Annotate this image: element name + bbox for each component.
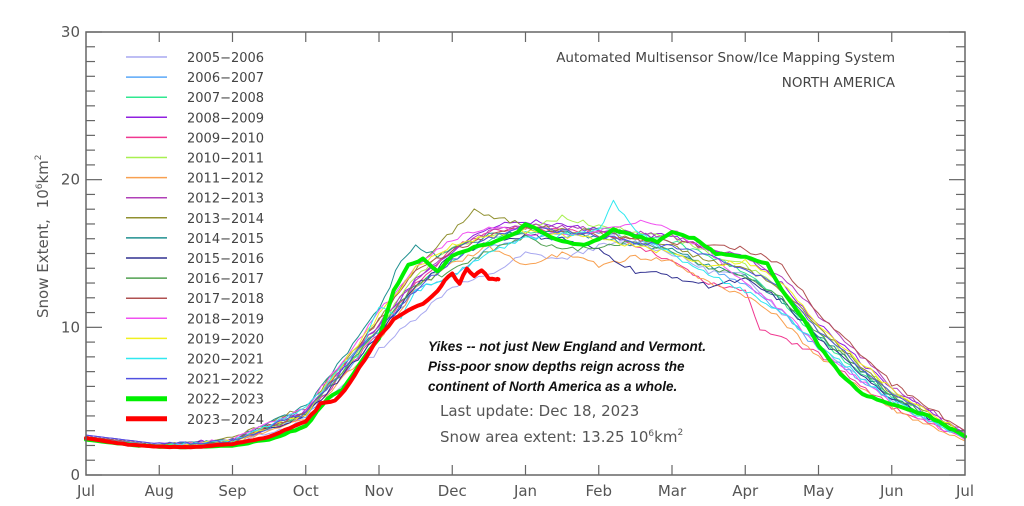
x-tick-label: Jul [76,482,95,500]
x-tick-label: Apr [732,482,759,500]
legend-item: 2018−2019 [126,312,264,327]
x-tick-label: May [803,482,834,500]
annotation-line-1: Yikes -- not just New England and Vermon… [428,339,706,354]
series-line-2017-2018 [85,226,966,446]
legend-label: 2012−2013 [187,192,264,207]
chart-title: Automated Multisensor Snow/Ice Mapping S… [556,50,895,66]
x-tick-label: Dec [438,482,467,500]
legend-label: 2013−2014 [187,212,264,227]
legend-item: 2023−2024 [126,413,264,428]
y-tick-label: 0 [70,466,80,484]
y-tick-label: 30 [61,23,80,41]
legend-label: 2009−2010 [187,131,264,146]
series-layer [84,199,967,450]
x-tick-label: Jan [513,482,537,500]
x-tick-label: Oct [293,482,319,500]
legend-item: 2008−2009 [126,111,264,126]
annotation-line-3: continent of North America as a whole. [428,379,677,394]
x-tick-label: Feb [585,482,612,500]
last-update-text: Last update: Dec 18, 2023 [440,402,639,420]
legend-label: 2010−2011 [187,152,264,167]
x-tick-label: Sep [218,482,246,500]
y-axis-label: Snow Extent, 106km2 [34,154,52,318]
legend-item: 2007−2008 [126,91,264,106]
legend-item: 2011−2012 [126,172,264,187]
legend-item: 2012−2013 [126,192,264,207]
x-tick-label: Nov [364,482,393,500]
legend-label: 2006−2007 [187,71,264,86]
legend-label: 2023−2024 [187,413,264,428]
legend-label: 2005−2006 [187,51,264,66]
legend-item: 2021−2022 [126,373,264,388]
x-tick-label: Jun [879,482,903,500]
y-tick-label: 20 [61,171,80,189]
legend-label: 2017−2018 [187,292,264,307]
snow-area-extent-text: Snow area extent: 13.25 106km2 [440,428,683,446]
legend-label: 2019−2020 [187,332,264,347]
legend-item: 2016−2017 [126,272,264,287]
annotation-line-2: Piss-poor snow depths reign across the [428,359,685,374]
y-tick-labels: 0 10 20 30 [61,23,80,484]
legend-item: 2022−2023 [126,393,264,408]
x-tick-label: Mar [658,482,687,500]
legend-label: 2022−2023 [187,393,264,408]
legend-label: 2020−2021 [187,353,264,368]
series-line-2023-2024 [84,266,501,450]
legend-item: 2020−2021 [126,353,264,368]
legend: 2005−2006 2006−2007 2007−2008 2008−2009 2009… [126,51,264,428]
legend-item: 2006−2007 [126,71,264,86]
x-tick-label: Jul [955,482,974,500]
legend-label: 2008−2009 [187,111,264,126]
legend-item: 2013−2014 [126,212,264,227]
legend-label: 2018−2019 [187,312,264,327]
legend-label: 2007−2008 [187,91,264,106]
legend-label: 2011−2012 [187,172,264,187]
legend-item: 2009−2010 [126,131,264,146]
legend-item: 2017−2018 [126,292,264,307]
legend-label: 2016−2017 [187,272,264,287]
chart-subtitle: NORTH AMERICA [782,75,896,91]
legend-item: 2010−2011 [126,152,264,167]
legend-item: 2015−2016 [126,252,264,267]
legend-item: 2014−2015 [126,232,264,247]
legend-label: 2015−2016 [187,252,264,267]
legend-label: 2021−2022 [187,373,264,388]
legend-label: 2014−2015 [187,232,264,247]
axis-ticks [86,31,965,476]
x-tick-label: Aug [145,482,174,500]
legend-item: 2019−2020 [126,332,264,347]
x-tick-labels: Jul Aug Sep Oct Nov Dec Jan Feb Mar Apr May Jun Jul [76,482,974,500]
y-tick-label: 10 [61,318,80,336]
legend-item: 2005−2006 [126,51,264,66]
